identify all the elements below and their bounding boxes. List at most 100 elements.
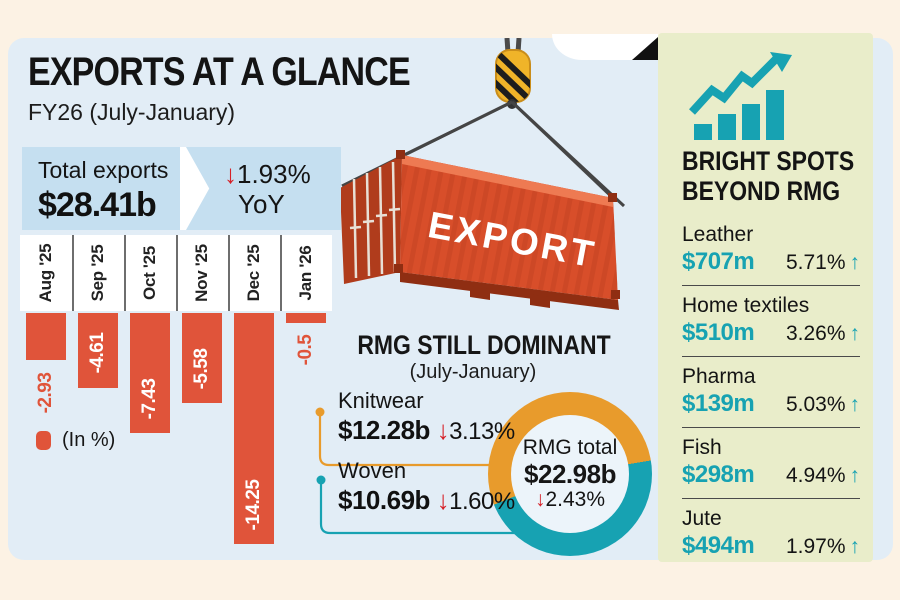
- bright-spot-change: 5.71%: [785, 251, 846, 274]
- total-exports-label: Total exports: [38, 157, 169, 183]
- down-arrow-icon: ↓: [436, 415, 450, 445]
- bright-spot-divider: [682, 285, 860, 286]
- bright-spot-item: Jute $494m 1.97% ↑: [682, 506, 860, 563]
- rmg-section-subtitle: (July-January): [409, 361, 537, 383]
- month-label: Dec '25: [244, 244, 263, 302]
- yoy-value: 1.93%: [237, 159, 311, 189]
- knitwear-label: Knitwear: [338, 388, 424, 413]
- yoy-change-box: ↓1.93% YoY: [186, 147, 341, 230]
- bright-spot-change-wrap: 5.03% ↑: [786, 390, 860, 421]
- month-divider: [72, 235, 74, 311]
- bright-spot-row: $298m 4.94% ↑: [682, 460, 860, 492]
- bright-spot-name: Leather: [682, 223, 754, 246]
- down-arrow-icon: ↓: [224, 159, 237, 189]
- bright-spot-change: 3.26%: [785, 322, 846, 345]
- bar-value: -4.61: [87, 333, 108, 374]
- bright-spot-row: $510m 3.26% ↑: [682, 318, 860, 350]
- bar-oct: [130, 313, 170, 434]
- bright-spots-list: Leather $707m 5.71% ↑ Home textiles $510m 3.26…: [682, 222, 860, 563]
- month-divider: [176, 235, 178, 311]
- legend-swatch: [36, 431, 51, 450]
- donut-center: RMG total $22.98b ↓2.43%: [511, 415, 629, 533]
- knitwear-stat: Knitwear $12.28b ↓3.13%: [338, 388, 515, 448]
- bar-value: -5.58: [191, 348, 212, 390]
- bright-spot-name: Home textiles: [682, 294, 810, 317]
- bright-spot-change-wrap: 5.71% ↑: [786, 248, 860, 279]
- bright-spot-name: Pharma: [682, 365, 756, 388]
- month-label: Nov '25: [192, 244, 211, 302]
- bright-spot-item: Home textiles $510m 3.26% ↑: [682, 293, 860, 350]
- up-arrow-icon: ↑: [849, 322, 861, 345]
- bright-spot-row: $494m 1.97% ↑: [682, 531, 860, 563]
- export-container-illustration: EXPORT: [340, 38, 626, 310]
- month-label: Sep '25: [88, 244, 107, 302]
- bright-spot-change: 1.97%: [785, 535, 846, 558]
- down-arrow-icon: ↓: [436, 485, 450, 515]
- bright-spot-change-wrap: 1.97% ↑: [786, 532, 860, 563]
- bright-spot-item: Pharma $139m 5.03% ↑: [682, 364, 860, 421]
- bar-value: -2.93: [35, 372, 56, 414]
- summary-header: Total exports $28.41b ↓1.93% YoY: [22, 147, 341, 230]
- up-arrow-icon: ↑: [849, 251, 861, 274]
- bright-spot-item: Fish $298m 4.94% ↑: [682, 435, 860, 492]
- total-exports-box: Total exports $28.41b: [22, 147, 180, 230]
- rmg-total-label: RMG total: [522, 436, 618, 459]
- bright-spot-row: $707m 5.71% ↑: [682, 247, 860, 279]
- page-subtitle: FY26 (July-January): [28, 99, 236, 125]
- up-arrow-icon: ↑: [849, 393, 861, 416]
- bar-dec: [234, 313, 274, 544]
- bright-spot-name: Jute: [682, 507, 722, 530]
- growth-chart-icon: [689, 52, 792, 140]
- month-divider: [124, 235, 126, 311]
- month-label: Oct '25: [140, 246, 159, 300]
- month-divider: [280, 235, 282, 311]
- bright-spot-value: $707m: [682, 248, 755, 275]
- rmg-donut-chart: RMG total $22.98b ↓2.43%: [488, 392, 652, 556]
- bright-spots-title: BRIGHT SPOTS BEYOND RMG: [682, 146, 855, 206]
- month-label: Jan '26: [296, 245, 315, 301]
- bright-spot-value: $298m: [682, 461, 755, 488]
- month-label: Aug '25: [36, 243, 55, 303]
- down-arrow-icon: ↓: [534, 488, 546, 511]
- woven-label: Woven: [338, 458, 407, 483]
- crane-hook-icon: [495, 49, 531, 109]
- bright-spot-divider: [682, 356, 860, 357]
- bar-value: -0.5: [295, 334, 316, 366]
- month-divider: [228, 235, 230, 311]
- bright-spot-change: 5.03%: [785, 393, 846, 416]
- woven-value: $10.69b: [338, 485, 430, 515]
- up-arrow-icon: ↑: [849, 464, 861, 487]
- woven-stat: Woven $10.69b ↓1.60%: [338, 458, 515, 518]
- bar-sep: [78, 313, 118, 388]
- container-lock-rods: [349, 161, 401, 279]
- knitwear-value: $12.28b: [338, 415, 430, 445]
- bar-value: -14.25: [243, 479, 264, 530]
- bright-spots-panel: [658, 33, 873, 562]
- bright-spot-item: Leather $707m 5.71% ↑: [682, 222, 860, 279]
- donut-leader-lines: [315, 407, 552, 535]
- rmg-total-change: 2.43%: [545, 488, 606, 511]
- knitwear-change: 3.13%: [449, 418, 515, 445]
- rmg-section-title: RMG STILL DOMINANT: [357, 330, 611, 360]
- bright-spot-divider: [682, 427, 860, 428]
- bright-spot-change-wrap: 3.26% ↑: [786, 319, 860, 350]
- bar-aug: [26, 313, 66, 361]
- bright-spot-row: $139m 5.03% ↑: [682, 389, 860, 421]
- bar-value: -7.43: [139, 378, 160, 420]
- shipping-container: EXPORT: [340, 150, 620, 310]
- total-exports-value: $28.41b: [38, 186, 157, 224]
- bar-nov: [182, 313, 222, 404]
- up-arrow-icon: ↑: [849, 535, 861, 558]
- bright-spot-divider: [682, 498, 860, 499]
- legend-label: (In %): [62, 429, 116, 451]
- bright-spot-change-wrap: 4.94% ↑: [786, 461, 860, 492]
- woven-change: 1.60%: [449, 488, 515, 515]
- bright-spot-name: Fish: [682, 436, 722, 459]
- bar-jan: [286, 313, 326, 323]
- bright-spot-change: 4.94%: [785, 464, 846, 487]
- bright-spot-value: $510m: [682, 319, 755, 346]
- bright-spot-value: $494m: [682, 532, 755, 559]
- monthly-bar-chart: (In %) Aug '25 -2.93 Sep '25 -4.61 Oct '25 -7…: [20, 235, 334, 555]
- page-title: EXPORTS AT A GLANCE: [28, 50, 411, 94]
